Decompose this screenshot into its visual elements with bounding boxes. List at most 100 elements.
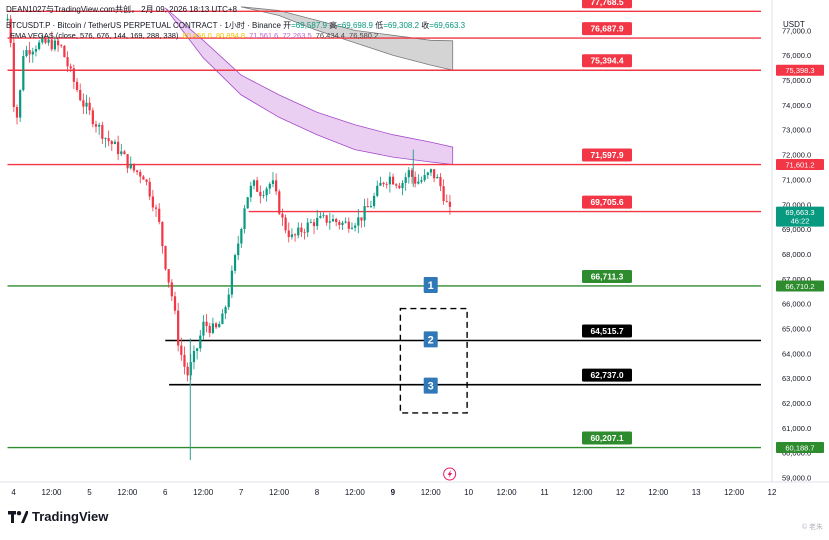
bolt-icon-glyph: [447, 470, 453, 478]
currency-label[interactable]: USDT: [783, 20, 805, 29]
candle-body: [44, 37, 47, 43]
candle-body: [252, 180, 256, 186]
price-tick-label: 70,000.0: [782, 200, 811, 209]
zone-number-badge: [423, 276, 438, 293]
indicator-name: EMA VEGAS (close, 576, 676, 144, 169, 28…: [10, 31, 179, 40]
level-price-callout: [582, 148, 632, 162]
candle-body: [50, 39, 53, 50]
time-tick-label: 12:00: [193, 488, 214, 497]
price-tick-label: 68,000.0: [782, 250, 811, 259]
candle-body: [275, 180, 278, 192]
candle-body: [117, 141, 120, 155]
symbol-description: BTCUSDT.P · Bitcoin / TetherUS PERPETUAL…: [6, 21, 281, 30]
candle-body: [170, 282, 173, 297]
candle-body: [379, 182, 382, 186]
bolt-icon: [443, 467, 457, 481]
candle-body: [120, 151, 123, 155]
candle-body: [278, 191, 281, 214]
candle-body: [9, 18, 12, 43]
candle-body: [6, 18, 9, 21]
time-tick-label: 6: [163, 488, 168, 497]
candle-body: [31, 51, 34, 55]
candle-body: [372, 195, 376, 207]
candle-body: [420, 180, 423, 182]
candle-body: [284, 217, 287, 231]
price-tick-label: 73,000.0: [782, 126, 811, 135]
candle-body: [445, 201, 448, 202]
candle-body: [417, 181, 420, 184]
candle-body: [101, 124, 104, 139]
low-label: 低: [375, 21, 384, 30]
candle-body: [41, 37, 44, 43]
candle-body: [331, 219, 335, 222]
candle-body: [129, 163, 132, 169]
time-tick-label: 12:00: [724, 488, 745, 497]
candle-body: [132, 163, 136, 171]
candle-body: [145, 179, 148, 182]
candle-body: [221, 313, 224, 324]
candle-body: [363, 206, 366, 221]
candle-body: [199, 335, 202, 349]
time-tick-label: 8: [315, 488, 320, 497]
candle-body: [218, 323, 221, 328]
candle-body: [249, 185, 252, 198]
candle-body: [69, 66, 72, 69]
zone-number-label: 2: [428, 334, 434, 346]
candle-body: [341, 222, 344, 225]
candle-body: [192, 350, 196, 363]
time-tick-label: 12: [616, 488, 625, 497]
candle-body: [436, 176, 439, 179]
candle-body: [414, 176, 417, 184]
level-price-text: 66,711.3: [591, 271, 624, 281]
price-tick-label: 59,000.0: [782, 474, 811, 483]
candle-body: [265, 188, 268, 196]
candle-body: [300, 227, 303, 233]
candle-body: [107, 138, 110, 142]
candle-body: [139, 171, 142, 177]
candle-body: [75, 81, 79, 90]
price-tick-label: 66,000.0: [782, 300, 811, 309]
candle-body: [423, 175, 426, 181]
candle-body: [246, 197, 249, 209]
level-price-callout: [582, 0, 632, 9]
candle-body: [429, 169, 433, 173]
candle-body: [259, 191, 262, 197]
candle-body: [382, 182, 385, 185]
candle-body: [224, 307, 227, 314]
current-price-text: 69,663.3: [785, 208, 814, 217]
candle-body: [354, 225, 357, 228]
candle-body: [202, 321, 205, 336]
axis-level-text: 75,398.3: [785, 66, 814, 75]
candle-body: [395, 184, 398, 186]
level-price-text: 60,207.1: [590, 433, 623, 443]
tradingview-logo[interactable]: TradingView: [8, 509, 108, 524]
price-tick-label: 72,000.0: [782, 151, 811, 160]
candle-body: [205, 321, 208, 327]
time-tick-label: 11: [540, 488, 549, 497]
ema-value: 71,561.6: [249, 31, 279, 40]
candle-body: [410, 170, 414, 177]
time-tick-label: 12:00: [648, 488, 669, 497]
candle-body: [350, 227, 354, 229]
level-price-callout: [582, 269, 632, 283]
candle-body: [19, 90, 22, 118]
candle-body: [347, 221, 350, 229]
time-tick-label: 13: [692, 488, 701, 497]
close-label: 收: [421, 21, 430, 30]
time-tick-label: 12:00: [345, 488, 366, 497]
ema-value: 76,580.2: [349, 31, 379, 40]
candle-body: [328, 221, 331, 223]
ema-value: 80,456.0: [182, 31, 212, 40]
indicator-legend[interactable]: EMA VEGAS (close, 576, 676, 144, 169, 28…: [10, 31, 380, 40]
candle-body: [22, 56, 25, 91]
price-tick-label: 67,000.0: [782, 275, 811, 284]
candle-body: [208, 326, 211, 333]
level-price-text: 62,737.0: [590, 370, 623, 380]
price-tick-label: 71,000.0: [782, 175, 811, 184]
candle-body: [366, 206, 369, 208]
candle-body: [167, 269, 170, 283]
level-price-text: 64,515.7: [590, 326, 623, 336]
candle-body: [306, 222, 309, 233]
candle-body: [319, 216, 322, 218]
